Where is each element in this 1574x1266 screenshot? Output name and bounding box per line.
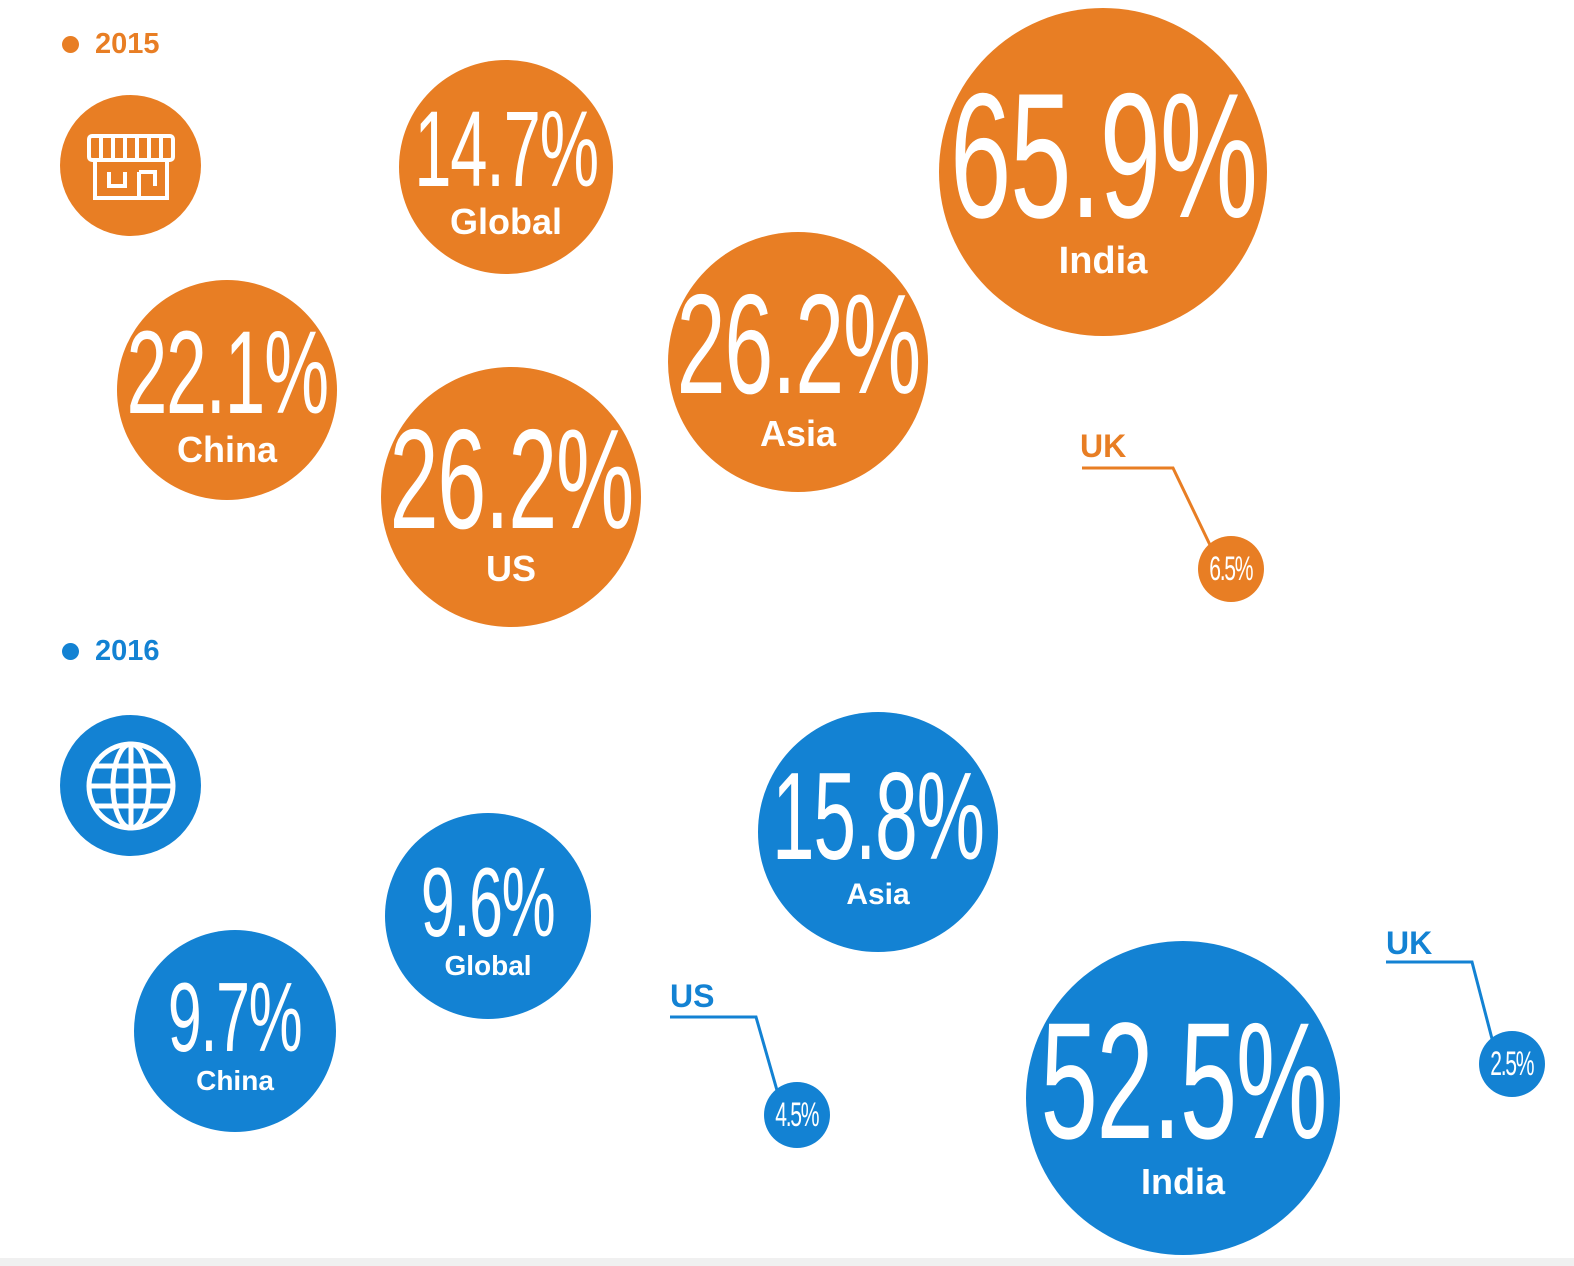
bubble-2016-asia: 15.8% Asia (758, 712, 998, 952)
bubble-value-2015-us: 26.2% (389, 400, 634, 560)
bubble-label-2016-global: Global (444, 950, 532, 982)
legend-label-2016: 2016 (95, 635, 160, 667)
bubble-2016-global: 9.6% Global (385, 813, 591, 1019)
bubble-label-2015-asia: Asia (759, 413, 837, 455)
bubble-label-2015-global: Global (449, 200, 562, 242)
bubble-2015-asia: 26.2% Asia (668, 232, 928, 492)
legend-2015: 2015 (62, 28, 160, 61)
leader-line-2015-uk (1082, 466, 1215, 552)
bubble-2015-global: 14.7% Global (399, 60, 613, 274)
bubble-2015-india: 65.9% India (939, 8, 1267, 336)
bubble-value-2016-china: 9.7% (168, 962, 303, 1073)
bubble-value-2015-global: 14.7% (414, 88, 599, 210)
bottom-strip (0, 1258, 1574, 1266)
bubble-label-2016-india: India (1140, 1160, 1225, 1202)
legend-dot-2015 (62, 36, 79, 53)
bubble-2016-india: 52.5% India (1026, 941, 1340, 1255)
bubble-label-2016-asia: Asia (846, 878, 910, 912)
bubble-value-2016-uk: 2.5% (1490, 1044, 1534, 1083)
bubble-value-2015-uk: 6.5% (1209, 549, 1253, 588)
callout-label-2016-uk: UK (1386, 925, 1433, 961)
globe-icon (60, 715, 201, 856)
bubble-value-2016-us: 4.5% (775, 1095, 819, 1134)
bubble-label-2015-india: India (1058, 240, 1148, 283)
bubble-value-2016-asia: 15.8% (772, 748, 985, 887)
bubble-2016-us: 4.5% (764, 1082, 830, 1148)
globe-icon-glyph (86, 741, 175, 830)
leader-line-2016-uk (1386, 960, 1496, 1047)
leader-line-2016-us (670, 1015, 781, 1098)
bubble-value-2016-global: 9.6% (421, 847, 556, 958)
bubble-value-2015-india: 65.9% (949, 56, 1258, 255)
storefront-icon (60, 95, 201, 236)
callout-label-2015-uk: UK (1080, 428, 1127, 464)
bubble-2016-china: 9.7% China (134, 930, 336, 1132)
bubble-2015-uk: 6.5% (1198, 536, 1264, 602)
bubble-value-2015-asia: 26.2% (676, 265, 921, 425)
bubble-value-2015-china: 22.1% (126, 307, 328, 440)
bubble-value-2016-india: 52.5% (1040, 989, 1327, 1175)
bubble-2016-uk: 2.5% (1479, 1031, 1545, 1097)
legend-dot-2016 (62, 643, 79, 660)
callout-label-2016-us: US (670, 978, 715, 1014)
bubble-label-2015-china: China (176, 429, 277, 471)
bubble-2015-china: 22.1% China (117, 280, 337, 500)
bubble-label-2015-us: US (485, 548, 536, 590)
legend-2016: 2016 (62, 635, 160, 668)
legend-label-2015: 2015 (95, 28, 160, 60)
storefront-icon-glyph (86, 133, 175, 200)
bubble-label-2016-china: China (196, 1065, 274, 1097)
bubble-2015-us: 26.2% US (381, 367, 641, 627)
